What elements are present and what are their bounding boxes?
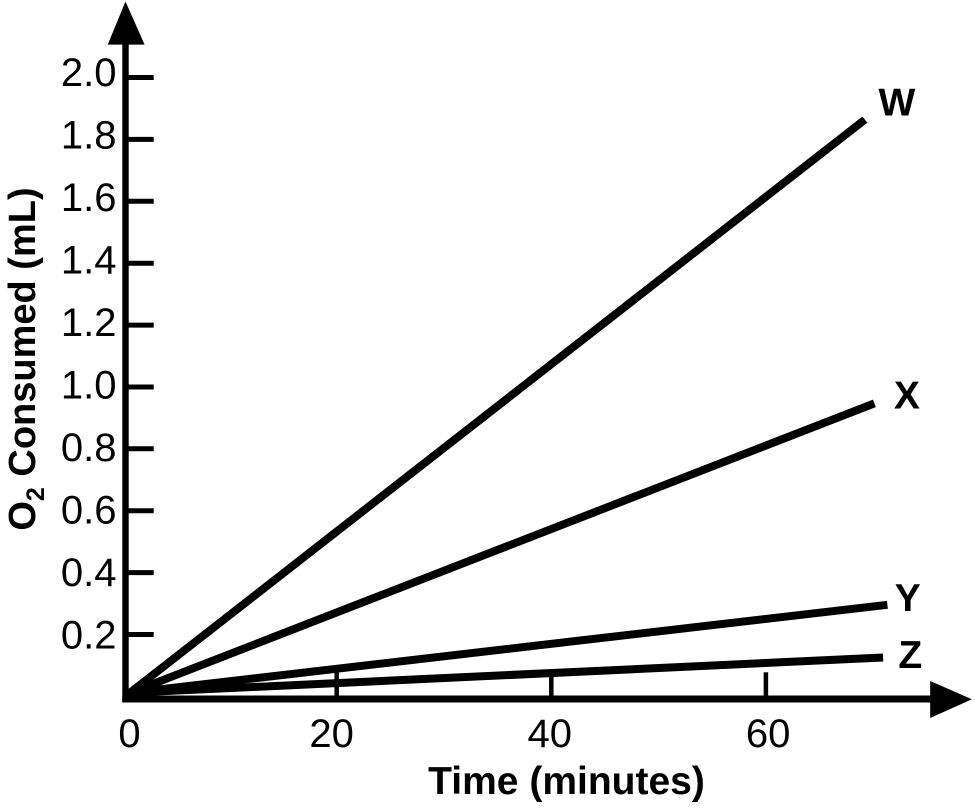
svg-text:40: 40 (528, 712, 573, 756)
svg-text:X: X (894, 375, 920, 418)
svg-text:0.6: 0.6 (61, 489, 117, 533)
svg-text:1.2: 1.2 (61, 301, 117, 345)
svg-text:Time (minutes): Time (minutes) (428, 760, 705, 803)
svg-text:20: 20 (309, 712, 354, 756)
svg-text:0.8: 0.8 (61, 426, 117, 470)
svg-text:1.8: 1.8 (61, 114, 117, 158)
svg-text:2.0: 2.0 (61, 51, 117, 95)
svg-text:1.0: 1.0 (61, 364, 117, 408)
svg-text:O2 Consumed (mL): O2 Consumed (mL) (2, 187, 50, 530)
svg-text:Y: Y (895, 577, 921, 620)
svg-text:0.2: 0.2 (61, 614, 117, 658)
svg-text:1.4: 1.4 (61, 239, 117, 283)
svg-text:60: 60 (746, 712, 791, 756)
svg-text:0: 0 (118, 712, 140, 756)
svg-text:W: W (878, 81, 915, 124)
svg-text:Z: Z (898, 634, 922, 677)
svg-text:0.4: 0.4 (61, 551, 117, 595)
svg-text:1.6: 1.6 (61, 176, 117, 220)
